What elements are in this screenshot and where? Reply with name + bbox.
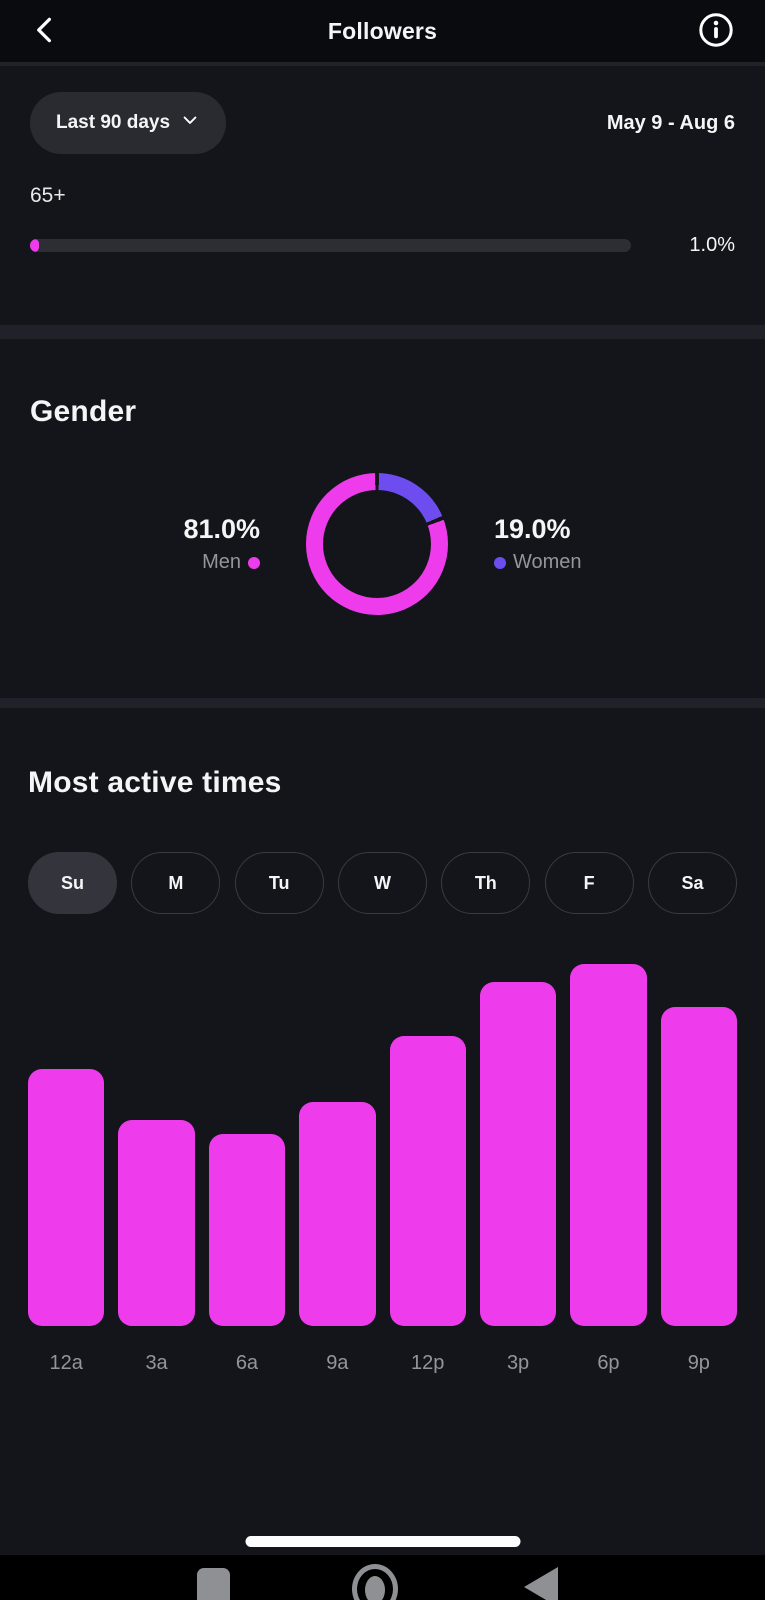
gender-donut-chart [306,473,448,615]
activity-bar-9p [660,1007,737,1326]
x-tick-label: 3p [506,1352,530,1374]
most-active-times-section: Most active times Su M Tu W Th F Sa 12a … [0,708,765,1553]
x-tick-label: 9a [326,1352,349,1374]
age-progress-track [30,239,631,252]
men-percent-value: 81.0% [183,514,260,544]
activity-bar-12a [28,1068,105,1326]
activity-bar-6p [570,964,647,1326]
age-band-label: 65+ [30,184,66,207]
date-range-label: May 9 - Aug 6 [606,111,735,134]
activity-bar-12p [389,1036,466,1326]
gender-title: Gender [30,395,137,428]
activity-bar-3a [118,1119,195,1326]
section-divider [0,325,765,339]
men-legend: 81.0% Men [183,514,260,574]
day-pill-tu[interactable]: Tu [234,852,324,914]
header: Followers [0,0,765,62]
page-title: Followers [327,17,438,44]
x-tick-label: 6a [235,1352,259,1374]
back-triangle-icon[interactable] [524,1567,558,1600]
most-active-times-title: Most active times [28,766,282,799]
filter-section: Last 90 days May 9 - Aug 6 65+ 1.0% [0,66,765,325]
women-dot-icon [494,556,506,569]
back-button[interactable] [26,9,64,54]
home-indicator[interactable] [245,1536,520,1547]
day-pill-m[interactable]: M [131,852,221,914]
date-range-dropdown[interactable]: Last 90 days [30,92,227,154]
activity-bar-chart [28,964,737,1326]
android-nav-bar [0,1555,765,1600]
x-tick-label: 12a [49,1352,83,1374]
info-icon [697,11,735,52]
women-label: Women [513,551,582,573]
x-tick-label: 6p [597,1352,620,1374]
info-button[interactable] [693,7,739,56]
age-band-row-65plus: 65+ 1.0% [30,184,735,257]
home-icon[interactable] [352,1564,398,1600]
chevron-left-icon [30,13,60,50]
donut-hole [323,490,431,598]
date-range-dropdown-label: Last 90 days [56,112,171,133]
x-tick-label: 12p [411,1352,445,1374]
day-selector: Su M Tu W Th F Sa [28,852,737,914]
activity-bar-3p [479,982,557,1326]
men-dot-icon [248,556,260,569]
women-percent-value: 19.0% [494,514,571,544]
day-pill-sa[interactable]: Sa [647,852,737,914]
age-progress-fill [30,239,39,252]
chevron-down-icon [180,110,200,136]
activity-x-axis: 12a 3a 6a 9a 12p 3p 6p 9p [28,1352,737,1375]
day-pill-f[interactable]: F [544,852,634,914]
activity-bar-6a [208,1134,286,1326]
home-icon-inner [365,1576,385,1600]
day-pill-th[interactable]: Th [441,852,531,914]
recents-icon[interactable] [197,1568,230,1600]
x-tick-label: 3a [145,1352,168,1374]
day-pill-w[interactable]: W [337,852,427,914]
activity-bar-9a [299,1101,376,1326]
men-label: Men [202,551,241,573]
women-legend: 19.0% Women [494,514,582,574]
x-tick-label: 9p [687,1352,710,1374]
gender-section: Gender 81.0% Men 19.0% Women [0,339,765,698]
section-divider [0,698,765,708]
section-divider [0,62,765,66]
age-percent-value: 1.0% [689,234,735,256]
day-pill-su[interactable]: Su [28,852,117,914]
